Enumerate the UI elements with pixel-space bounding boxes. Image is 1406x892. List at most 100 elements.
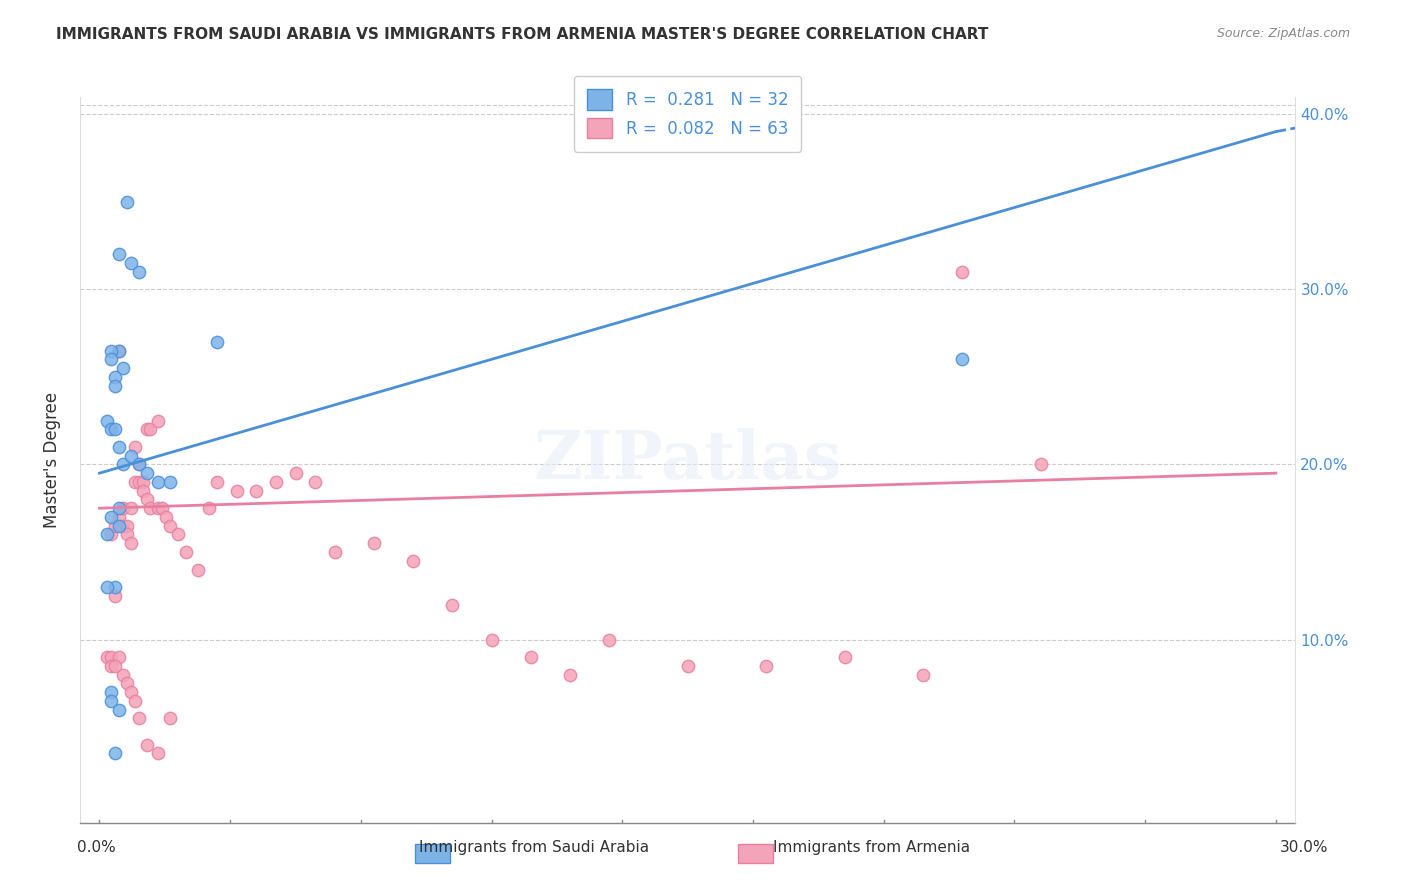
Point <box>100 694 122 708</box>
Point <box>96 650 118 665</box>
Point <box>108 440 131 454</box>
Point <box>108 343 131 358</box>
Point <box>363 536 385 550</box>
Point <box>111 501 134 516</box>
Point <box>111 458 134 472</box>
Point <box>139 501 162 516</box>
Point <box>148 747 170 761</box>
Point <box>120 536 142 550</box>
Point <box>135 422 157 436</box>
Point <box>108 343 131 358</box>
Point <box>135 466 157 480</box>
Point <box>115 194 138 209</box>
Point <box>108 703 131 717</box>
Point <box>150 501 173 516</box>
Point <box>115 518 138 533</box>
Point <box>148 501 170 516</box>
Point <box>950 265 973 279</box>
Text: Source: ZipAtlas.com: Source: ZipAtlas.com <box>1216 27 1350 40</box>
Point <box>131 483 153 498</box>
Point <box>128 458 150 472</box>
Point <box>950 352 973 367</box>
Point <box>558 667 581 681</box>
Point <box>124 440 146 454</box>
Text: 0.0%: 0.0% <box>77 840 117 855</box>
Point <box>167 527 190 541</box>
Point <box>911 667 934 681</box>
Point <box>104 589 127 603</box>
Point <box>186 562 208 576</box>
Point <box>1029 458 1052 472</box>
Point <box>148 414 170 428</box>
Point <box>198 501 221 516</box>
Point <box>131 475 153 489</box>
Point <box>598 632 620 647</box>
Point <box>323 545 346 559</box>
Point <box>100 343 122 358</box>
Point <box>104 747 127 761</box>
Y-axis label: Master's Degree: Master's Degree <box>44 392 60 528</box>
Point <box>111 361 134 376</box>
Point <box>96 414 118 428</box>
Point <box>104 422 127 436</box>
Point <box>115 676 138 690</box>
Point <box>128 711 150 725</box>
Point <box>104 518 127 533</box>
Point <box>159 711 181 725</box>
Point <box>135 492 157 507</box>
Point <box>755 658 778 673</box>
Point <box>205 475 228 489</box>
Point <box>304 475 326 489</box>
Point <box>120 449 142 463</box>
Point <box>111 667 134 681</box>
Point <box>100 352 122 367</box>
Point <box>108 501 131 516</box>
Point <box>104 658 127 673</box>
Point <box>100 422 122 436</box>
Point <box>104 580 127 594</box>
Point <box>120 501 142 516</box>
Point <box>111 518 134 533</box>
Point <box>402 554 425 568</box>
Point <box>120 685 142 699</box>
Point <box>120 256 142 270</box>
Point <box>139 422 162 436</box>
Point <box>100 527 122 541</box>
Legend: R =  0.281   N = 32, R =  0.082   N = 63: R = 0.281 N = 32, R = 0.082 N = 63 <box>574 76 801 152</box>
Point <box>104 369 127 384</box>
Point <box>108 650 131 665</box>
Point <box>174 545 197 559</box>
Point <box>124 475 146 489</box>
Point <box>124 694 146 708</box>
Point <box>159 518 181 533</box>
Point <box>481 632 503 647</box>
Point <box>104 378 127 392</box>
Point <box>520 650 543 665</box>
Point <box>159 475 181 489</box>
Text: Immigrants from Armenia: Immigrants from Armenia <box>773 840 970 855</box>
Point <box>100 658 122 673</box>
Point <box>834 650 856 665</box>
Point <box>96 527 118 541</box>
Text: 30.0%: 30.0% <box>1281 840 1329 855</box>
Point <box>225 483 247 498</box>
Point <box>148 475 170 489</box>
Text: IMMIGRANTS FROM SAUDI ARABIA VS IMMIGRANTS FROM ARMENIA MASTER'S DEGREE CORRELAT: IMMIGRANTS FROM SAUDI ARABIA VS IMMIGRAN… <box>56 27 988 42</box>
Point <box>205 334 228 349</box>
Point <box>245 483 267 498</box>
Text: ZIPatlas: ZIPatlas <box>533 427 842 492</box>
Point <box>135 738 157 752</box>
Text: Immigrants from Saudi Arabia: Immigrants from Saudi Arabia <box>419 840 650 855</box>
Point <box>108 510 131 524</box>
Point <box>128 458 150 472</box>
Point <box>100 650 122 665</box>
Point <box>155 510 177 524</box>
Point <box>128 265 150 279</box>
Point <box>115 527 138 541</box>
Point <box>128 475 150 489</box>
Point <box>264 475 287 489</box>
Point <box>284 466 307 480</box>
Point <box>108 518 131 533</box>
Point <box>100 510 122 524</box>
Point <box>676 658 699 673</box>
